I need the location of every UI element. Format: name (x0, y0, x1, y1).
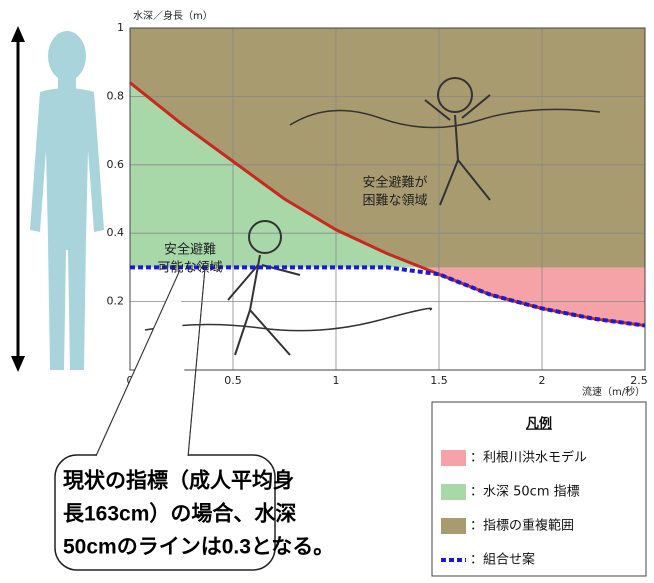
callout-line: 50cmのラインは0.3となる。 (63, 536, 334, 559)
legend-swatch (441, 450, 466, 466)
legend-label: ：水深 50cm 指標 (470, 485, 580, 500)
person-body (424, 94, 491, 206)
x-tick-label: 2 (539, 374, 546, 387)
x-axis-label: 流速（m/秒） (582, 385, 645, 398)
x-tick-label: 2.5 (630, 374, 648, 387)
person-head (248, 220, 282, 254)
marks: 0.20.40.60.810 0.5 1 1.5 2 2.5安全避難が困難な領域安全避難可… (107, 21, 648, 387)
y-tick-label: 0.8 (107, 89, 125, 102)
x-tick-label: 1.5 (430, 374, 448, 387)
region-annotation: 安全避難 (164, 242, 216, 258)
combined-line (130, 265, 646, 328)
y-axis-label: 水深／身長（m） (133, 9, 213, 22)
callout (54, 267, 276, 571)
y-tick-label: 0.6 (107, 158, 125, 171)
legend-title: 凡例 (526, 416, 552, 432)
y-tick-label: 1 (117, 21, 124, 34)
person-figure (30, 31, 104, 370)
legend-label: ：利根川洪水モデル (470, 450, 587, 466)
y-tick-label: 0.4 (107, 226, 125, 239)
region-annotation: 安全避難が (362, 175, 427, 191)
x-tick-label: 1 (333, 374, 340, 387)
region-annotation: 可能な領域 (157, 260, 222, 276)
legend-label: ：指標の重複範囲 (470, 518, 574, 534)
callout-line: 長163cm）の場合、水深 (63, 502, 296, 526)
person-body (227, 254, 301, 356)
legend-swatch (441, 484, 466, 500)
legend: 凡例 ：利根川洪水モデル ：水深 50cm 指標 ：指標の重複範囲 ：組合せ案 (441, 416, 587, 568)
legend-label: ：組合せ案 (470, 553, 535, 568)
callout-line: 現状の指標（成人平均身 (63, 469, 294, 493)
region-annotation: 困難な領域 (362, 193, 427, 209)
y-tick-label: 0.2 (107, 295, 125, 308)
height-arrow (11, 26, 25, 372)
legend-swatch (441, 518, 466, 534)
plot-frame (129, 27, 646, 371)
legend-box (431, 401, 647, 577)
person-head (437, 77, 473, 113)
x-tick-label: 0.5 (224, 374, 242, 387)
